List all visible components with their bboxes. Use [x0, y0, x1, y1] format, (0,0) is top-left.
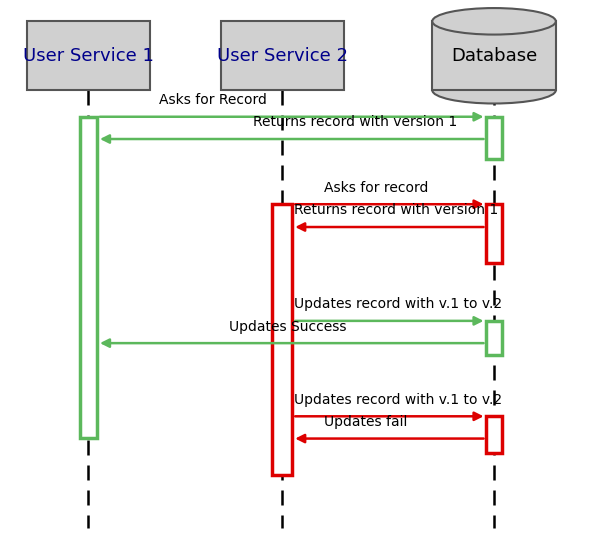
Text: Updates record with v.1 to v.2: Updates record with v.1 to v.2: [294, 393, 502, 407]
Bar: [221, 21, 344, 90]
Bar: [487, 417, 502, 453]
Text: Updates Success: Updates Success: [229, 320, 347, 334]
Text: User Service 1: User Service 1: [23, 47, 154, 65]
Bar: [487, 117, 502, 159]
Bar: [272, 204, 292, 474]
Text: Returns record with version 1: Returns record with version 1: [294, 203, 499, 217]
Bar: [26, 21, 150, 90]
Ellipse shape: [432, 77, 556, 103]
Bar: [487, 321, 502, 355]
Text: Database: Database: [451, 47, 537, 65]
Text: Returns record with version 1: Returns record with version 1: [253, 115, 457, 129]
Text: User Service 2: User Service 2: [217, 47, 348, 65]
Text: Updates fail: Updates fail: [323, 415, 407, 429]
Text: Asks for record: Asks for record: [323, 181, 428, 195]
Bar: [487, 204, 502, 262]
Text: Asks for Record: Asks for Record: [159, 93, 267, 107]
Text: Updates record with v.1 to v.2: Updates record with v.1 to v.2: [294, 298, 502, 311]
Ellipse shape: [432, 8, 556, 35]
Bar: [432, 21, 556, 90]
Bar: [80, 117, 97, 438]
